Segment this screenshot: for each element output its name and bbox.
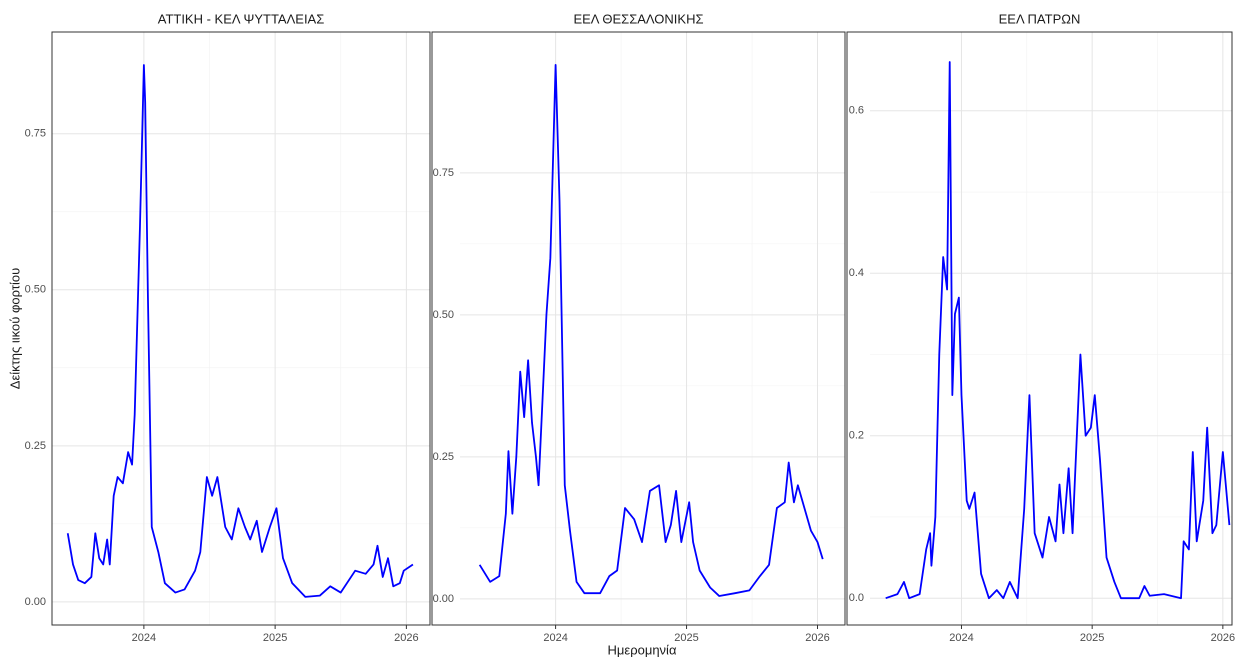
x-tick-label: 2024 bbox=[949, 632, 973, 644]
y-tick-label: 0.50 bbox=[25, 284, 46, 296]
y-tick-label: 0.6 bbox=[849, 105, 864, 117]
x-tick-label: 2026 bbox=[805, 632, 829, 644]
x-tick-label: 2026 bbox=[1211, 632, 1235, 644]
y-tick-label: 0.2 bbox=[849, 430, 864, 442]
y-tick-label: 0.4 bbox=[849, 267, 864, 279]
series-line bbox=[478, 64, 824, 597]
x-tick-label: 2025 bbox=[674, 632, 698, 644]
x-tick-label: 2025 bbox=[263, 632, 287, 644]
x-tick-label: 2024 bbox=[543, 632, 567, 644]
x-tick-label: 2026 bbox=[394, 632, 418, 644]
y-tick-label: 0.50 bbox=[433, 309, 454, 321]
series-line bbox=[885, 61, 1231, 600]
y-tick-label: 0.75 bbox=[433, 167, 454, 179]
y-tick-label: 0.75 bbox=[25, 128, 46, 140]
y-axis-label: Δείκτης ιικού φορτίου bbox=[7, 268, 22, 389]
y-tick-label: 0.25 bbox=[25, 440, 46, 452]
panel-frame bbox=[431, 31, 846, 626]
x-tick-label: 2024 bbox=[132, 632, 156, 644]
x-axis-label: Ημερομηνία bbox=[608, 642, 677, 657]
panel-frame bbox=[846, 31, 1233, 626]
panel-title: ΑΤΤΙΚΗ - ΚΕΛ ΨΥΤΤΑΛΕΙΑΣ bbox=[158, 11, 325, 26]
panel-title: ΕΕΛ ΠΑΤΡΩΝ bbox=[999, 11, 1081, 26]
y-tick-label: 0.00 bbox=[433, 593, 454, 605]
x-tick-label: 2025 bbox=[1080, 632, 1104, 644]
panel-title: ΕΕΛ ΘΕΣΣΑΛΟΝΙΚΗΣ bbox=[573, 11, 703, 26]
series-line bbox=[66, 64, 414, 598]
y-tick-label: 0.0 bbox=[849, 592, 864, 604]
panel-frame bbox=[51, 31, 431, 626]
y-tick-label: 0.25 bbox=[433, 451, 454, 463]
y-tick-label: 0.00 bbox=[25, 596, 46, 608]
